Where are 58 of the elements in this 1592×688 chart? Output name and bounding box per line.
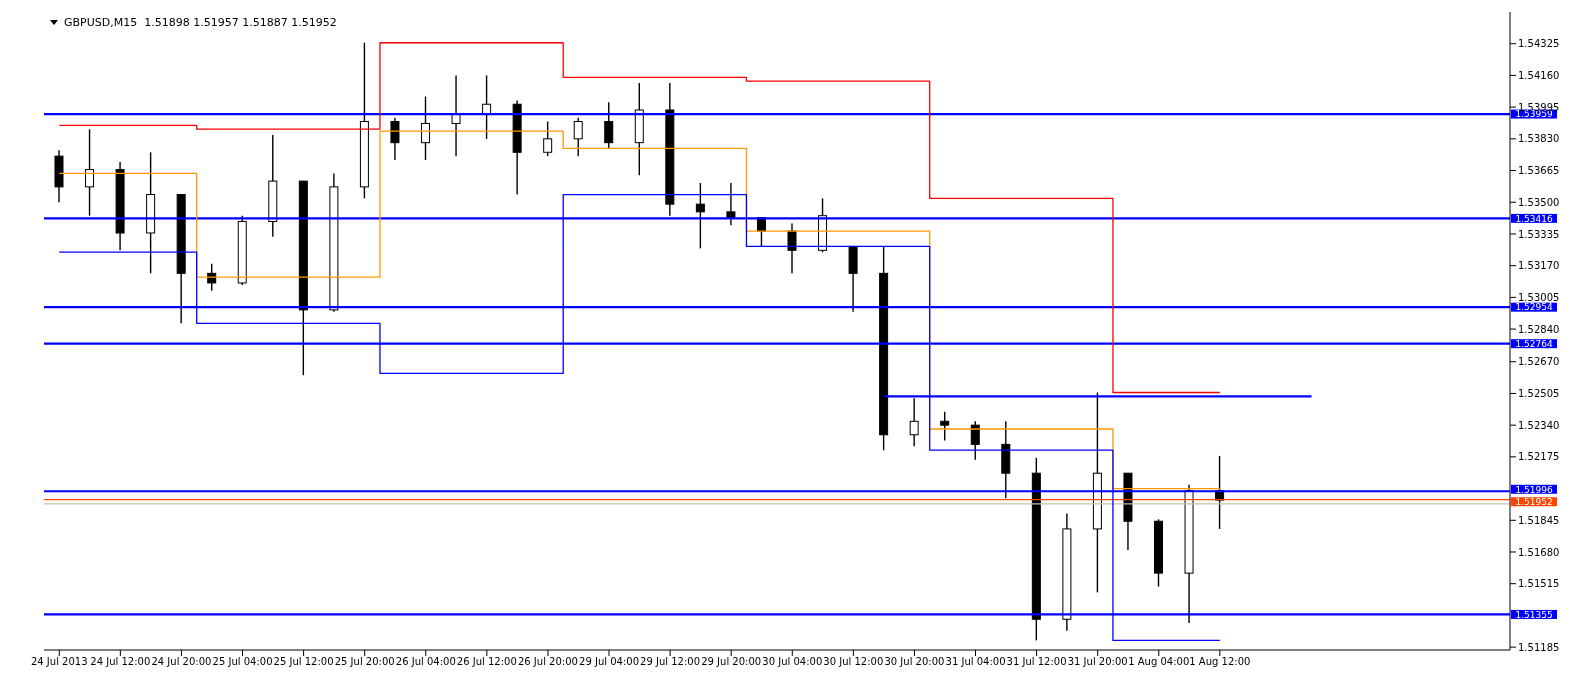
y-tick-label: 1.54160 [1518, 69, 1560, 81]
ref-line-label: 1.53416 [1515, 213, 1553, 224]
x-tick-label: 24 Jul 2013 [30, 656, 88, 668]
x-tick-label: 31 Jul 04:00 [945, 656, 1006, 668]
candlestick [543, 120, 553, 157]
ref-line-label: 1.52764 [1515, 338, 1553, 349]
candlestick [85, 128, 95, 217]
y-tick-label: 1.51185 [1518, 641, 1560, 653]
ref-line-label: 1.51952 [1515, 497, 1553, 508]
y-tick-label: 1.53665 [1518, 165, 1560, 177]
x-tick-label: 30 Jul 12:00 [823, 656, 884, 668]
x-tick-label: 24 Jul 20:00 [151, 656, 212, 668]
candlestick [390, 116, 400, 161]
x-tick-label: 30 Jul 20:00 [884, 656, 945, 668]
y-tick-label: 1.53005 [1518, 291, 1560, 303]
x-tick-label: 25 Jul 20:00 [334, 656, 395, 668]
candlestick [726, 182, 736, 227]
x-tick-label: 31 Jul 20:00 [1067, 656, 1128, 668]
x-tick-label: 24 Jul 12:00 [90, 656, 151, 668]
y-tick-label: 1.52505 [1518, 388, 1560, 399]
candlestick [787, 222, 797, 275]
candlestick [451, 74, 461, 157]
x-tick-label: 29 Jul 20:00 [701, 656, 762, 668]
x-tick-label: 1 Aug 12:00 [1189, 656, 1251, 668]
candlestick [940, 411, 950, 442]
y-tick-label: 1.52670 [1518, 356, 1560, 368]
y-tick-label: 1.53500 [1518, 196, 1560, 208]
candlestick [695, 182, 705, 250]
chart-title: GBPUSD,M15 1.51898 1.51957 1.51887 1.51952 [64, 16, 337, 29]
candlestick [573, 116, 583, 157]
candlestick [421, 95, 430, 161]
ref-line-label: 1.51996 [1515, 484, 1553, 495]
x-tick-label: 30 Jul 04:00 [762, 656, 823, 668]
y-tick-label: 1.53830 [1518, 133, 1560, 145]
x-tick-label: 26 Jul 12:00 [456, 656, 517, 668]
x-tick-label: 26 Jul 04:00 [395, 656, 456, 668]
ref-line-label: 1.52954 [1515, 302, 1553, 313]
candlestick [207, 263, 217, 292]
x-tick-label: 29 Jul 04:00 [579, 656, 640, 668]
x-tick-label: 25 Jul 04:00 [212, 656, 273, 668]
ref-line-label: 1.51355 [1515, 609, 1553, 620]
y-tick-label: 1.52175 [1518, 451, 1560, 463]
x-tick-label: 1 Aug 04:00 [1128, 656, 1190, 668]
y-tick-label: 1.54325 [1518, 38, 1560, 50]
candlestick [970, 420, 980, 461]
x-tick-label: 29 Jul 12:00 [640, 656, 701, 668]
candlestick [909, 397, 919, 447]
y-tick-label: 1.52840 [1518, 323, 1560, 335]
y-tick-label: 1.51845 [1518, 514, 1560, 526]
y-tick-label: 1.51680 [1518, 546, 1560, 558]
y-tick-label: 1.51515 [1518, 578, 1560, 590]
y-tick-label: 1.53335 [1518, 228, 1560, 240]
x-tick-label: 25 Jul 12:00 [273, 656, 334, 668]
candlestick [604, 101, 614, 150]
y-tick-label: 1.53170 [1518, 260, 1560, 272]
x-tick-label: 26 Jul 20:00 [517, 656, 578, 668]
x-tick-label: 31 Jul 12:00 [1006, 656, 1067, 668]
y-tick-label: 1.52340 [1518, 419, 1560, 431]
